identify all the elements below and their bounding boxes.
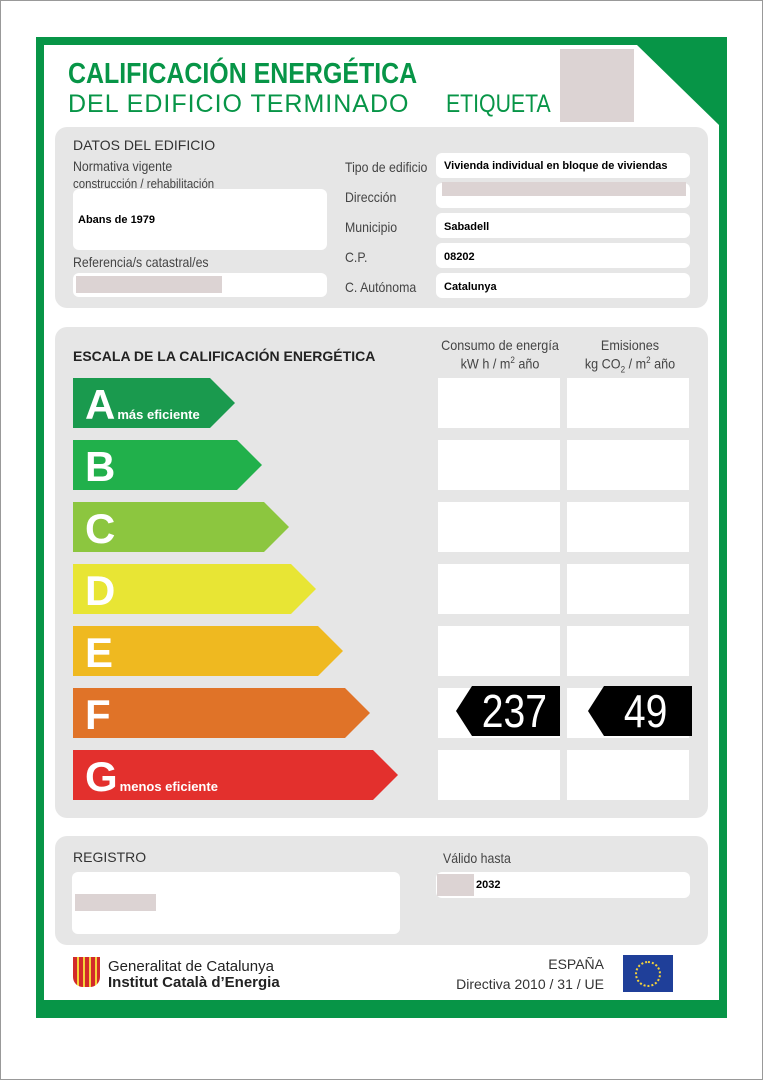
rating-arrow-e: E bbox=[73, 626, 343, 676]
consumo-cell bbox=[438, 378, 560, 428]
org-name-2: Institut Català d’Energia bbox=[108, 974, 280, 991]
cp-value: 08202 bbox=[444, 251, 475, 263]
direccion-label: Dirección bbox=[345, 189, 397, 205]
normativa-box bbox=[73, 189, 327, 250]
valido-box bbox=[436, 872, 690, 898]
consumo-cell bbox=[438, 626, 560, 676]
generalitat-logo-icon bbox=[73, 957, 100, 987]
municipio-value: Sabadell bbox=[444, 221, 490, 233]
municipio-box bbox=[436, 213, 690, 238]
consumo-cell bbox=[438, 502, 560, 552]
emisiones-cell bbox=[567, 378, 689, 428]
datos-heading: DATOS DEL EDIFICIO bbox=[73, 137, 216, 153]
emisiones-badge-value: 49 bbox=[624, 685, 668, 737]
consumo-cell bbox=[438, 440, 560, 490]
emisiones-label: Emisiones bbox=[600, 337, 660, 353]
rating-letter: E bbox=[85, 629, 114, 676]
rating-arrow-f: F bbox=[73, 688, 370, 738]
consumo-cell bbox=[438, 564, 560, 614]
autonoma-label: C. Autónoma bbox=[345, 279, 417, 295]
title-line2: DEL EDIFICIO TERMINADO bbox=[68, 90, 410, 118]
eu-flag-icon bbox=[623, 955, 673, 992]
consumo-unit: kW h / m2 año bbox=[460, 355, 540, 372]
consumo-badge: 237 bbox=[456, 686, 560, 736]
emisiones-unit: kg CO2 / m2 año bbox=[584, 355, 676, 375]
rating-letter: A bbox=[85, 381, 116, 428]
emisiones-badge: 49 bbox=[588, 686, 692, 736]
normativa-label-2: construcción / rehabilitación bbox=[73, 176, 215, 191]
normativa-label: Normativa vigente bbox=[73, 158, 173, 174]
cp-box bbox=[436, 243, 690, 268]
autonoma-box bbox=[436, 273, 690, 298]
consumo-badge-value: 237 bbox=[481, 685, 547, 737]
normativa-value: Abans de 1979 bbox=[78, 214, 156, 226]
redacted-etiqueta-id bbox=[560, 49, 634, 122]
rating-sub: más eficiente bbox=[117, 407, 200, 422]
registro-heading: REGISTRO bbox=[73, 849, 147, 865]
rating-letter: F bbox=[85, 691, 111, 738]
consumo-cell bbox=[438, 750, 560, 800]
consumo-label: Consumo de energía bbox=[441, 337, 559, 353]
rating-arrow-b: B bbox=[73, 440, 262, 490]
redacted-valido bbox=[437, 874, 474, 896]
org-name-1: Generalitat de Catalunya bbox=[108, 958, 274, 975]
title-line1: CALIFICACIÓN ENERGÉTICA bbox=[68, 58, 418, 90]
country-label: ESPAÑA bbox=[548, 956, 604, 972]
directiva-label: Directiva 2010 / 31 / UE bbox=[456, 976, 604, 992]
valido-value: 2032 bbox=[476, 879, 501, 891]
etiqueta-label: ETIQUETA bbox=[446, 90, 551, 118]
emisiones-cell bbox=[567, 564, 689, 614]
emisiones-cell bbox=[567, 750, 689, 800]
rating-letter: G bbox=[85, 753, 118, 800]
bottom-band bbox=[36, 1000, 727, 1018]
tipo-value: Vivienda individual en bloque de viviend… bbox=[444, 160, 668, 172]
autonoma-value: Catalunya bbox=[444, 281, 497, 293]
cp-label: C.P. bbox=[345, 249, 368, 265]
rating-letter: C bbox=[85, 505, 116, 552]
rating-arrow-c: C bbox=[73, 502, 289, 552]
rating-arrow-d: D bbox=[73, 564, 316, 614]
rating-letter: D bbox=[85, 567, 116, 614]
emisiones-cell bbox=[567, 502, 689, 552]
municipio-label: Municipio bbox=[345, 219, 398, 235]
rating-sub: menos eficiente bbox=[119, 779, 218, 794]
escala-heading: ESCALA DE LA CALIFICACIÓN ENERGÉTICA bbox=[73, 348, 376, 364]
redacted-direccion bbox=[442, 182, 686, 196]
emisiones-cell bbox=[567, 440, 689, 490]
tipo-box bbox=[436, 153, 690, 178]
tipo-label: Tipo de edificio bbox=[345, 159, 428, 175]
valido-label: Válido hasta bbox=[443, 850, 511, 866]
emisiones-cell bbox=[567, 626, 689, 676]
referencia-label: Referencia/s catastral/es bbox=[73, 254, 209, 270]
redacted-referencia bbox=[76, 276, 222, 293]
redacted-registro bbox=[75, 894, 156, 911]
rating-letter: B bbox=[85, 443, 116, 490]
